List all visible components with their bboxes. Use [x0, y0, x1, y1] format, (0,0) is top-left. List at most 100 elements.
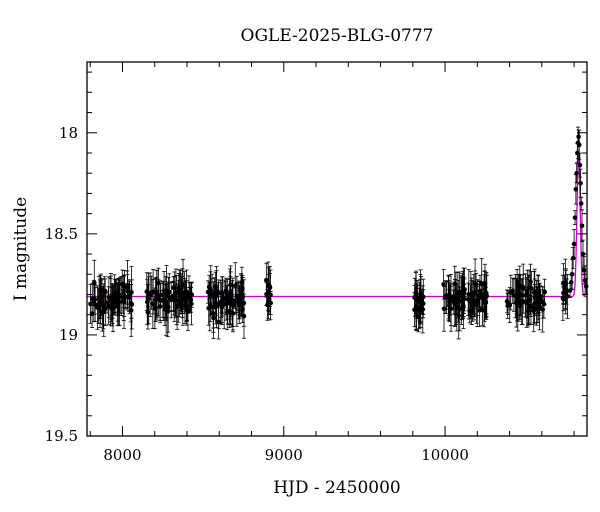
data-point: [91, 280, 97, 286]
data-point: [540, 307, 546, 312]
axis-ticks: 8000 9000 10000 18 18.5 19 19.5: [45, 62, 587, 464]
data-point: [442, 294, 448, 300]
data-point: [525, 308, 531, 314]
data-point: [467, 308, 472, 314]
data-point: [456, 313, 462, 318]
data-point: [528, 304, 534, 310]
data-point: [100, 310, 105, 315]
data-point: [121, 299, 127, 304]
plot-frame: [86, 61, 588, 437]
data-point: [189, 301, 194, 307]
y-axis-label: I magnitude: [11, 197, 31, 301]
data-point: [516, 292, 522, 298]
x-tick-label: 8000: [103, 446, 141, 464]
data-point: [583, 284, 589, 289]
data-point: [150, 301, 156, 307]
data-point: [525, 291, 530, 297]
data-point: [457, 293, 462, 298]
y-tick-label: 19: [59, 326, 78, 344]
data-point: [89, 296, 95, 301]
data-point: [483, 298, 488, 303]
data-point: [145, 293, 151, 298]
data-point: [120, 281, 125, 287]
data-point: [145, 309, 151, 315]
data-point: [571, 241, 577, 247]
data-point: [576, 134, 581, 140]
data-point: [216, 301, 222, 307]
data-point: [184, 289, 189, 295]
data-point: [171, 294, 176, 300]
data-point: [174, 304, 180, 309]
data-point: [462, 291, 467, 296]
data-point: [517, 303, 523, 309]
data-point: [441, 306, 447, 312]
x-tick-label: 9000: [265, 446, 303, 464]
data-point: [109, 299, 114, 304]
data-point: [179, 289, 185, 295]
data-point: [214, 293, 219, 298]
data-point: [565, 294, 570, 299]
data-point: [531, 308, 536, 314]
data-point: [482, 281, 488, 287]
data-point: [96, 295, 102, 300]
data-point: [230, 297, 236, 303]
data-point: [451, 299, 457, 305]
data-point: [173, 298, 178, 303]
data-point: [268, 300, 273, 306]
data-point: [542, 289, 547, 295]
data-point: [528, 279, 533, 285]
data-point: [205, 289, 211, 295]
data-point: [575, 150, 580, 156]
data-point: [125, 282, 130, 288]
data-point: [563, 289, 569, 294]
data-point: [520, 299, 525, 304]
data-point: [576, 142, 582, 148]
data-point: [578, 201, 584, 206]
data-point: [149, 290, 154, 295]
data-point: [234, 293, 240, 299]
data-point: [264, 277, 269, 283]
data-point: [224, 310, 230, 315]
data-point: [184, 307, 190, 313]
data-point: [577, 162, 583, 168]
data-point: [581, 267, 587, 273]
data-point: [568, 280, 574, 285]
data-point: [209, 292, 215, 298]
data-point: [154, 291, 160, 297]
data-point: [569, 271, 575, 277]
data-point: [532, 294, 538, 300]
data-point: [579, 223, 585, 229]
data-point: [504, 299, 510, 304]
data-point: [572, 215, 578, 220]
data-point: [477, 288, 483, 294]
data-point: [129, 302, 134, 308]
plot-content: [87, 126, 589, 340]
data-point: [574, 170, 579, 176]
data-point: [106, 295, 112, 300]
data-point: [536, 297, 541, 303]
data-point: [578, 180, 583, 186]
data-point: [224, 295, 230, 300]
data-point: [221, 302, 227, 307]
y-tick-label: 19.5: [45, 427, 78, 445]
data-point: [116, 292, 121, 298]
data-point: [526, 297, 531, 303]
x-axis-label: HJD - 2450000: [273, 478, 401, 498]
data-point: [469, 300, 474, 305]
data-point: [267, 284, 273, 289]
data-point: [531, 290, 537, 295]
data-point: [144, 299, 150, 305]
y-tick-label: 18.5: [45, 225, 78, 243]
data-point: [207, 304, 213, 309]
data-point: [176, 285, 182, 291]
data-point: [418, 295, 423, 301]
data-point: [448, 306, 454, 312]
data-point: [157, 298, 163, 303]
y-tick-label: 18: [59, 124, 78, 142]
data-point: [472, 281, 478, 287]
data-point: [232, 283, 238, 288]
data-point: [96, 303, 101, 308]
data-point: [573, 187, 579, 192]
data-point: [414, 296, 419, 301]
